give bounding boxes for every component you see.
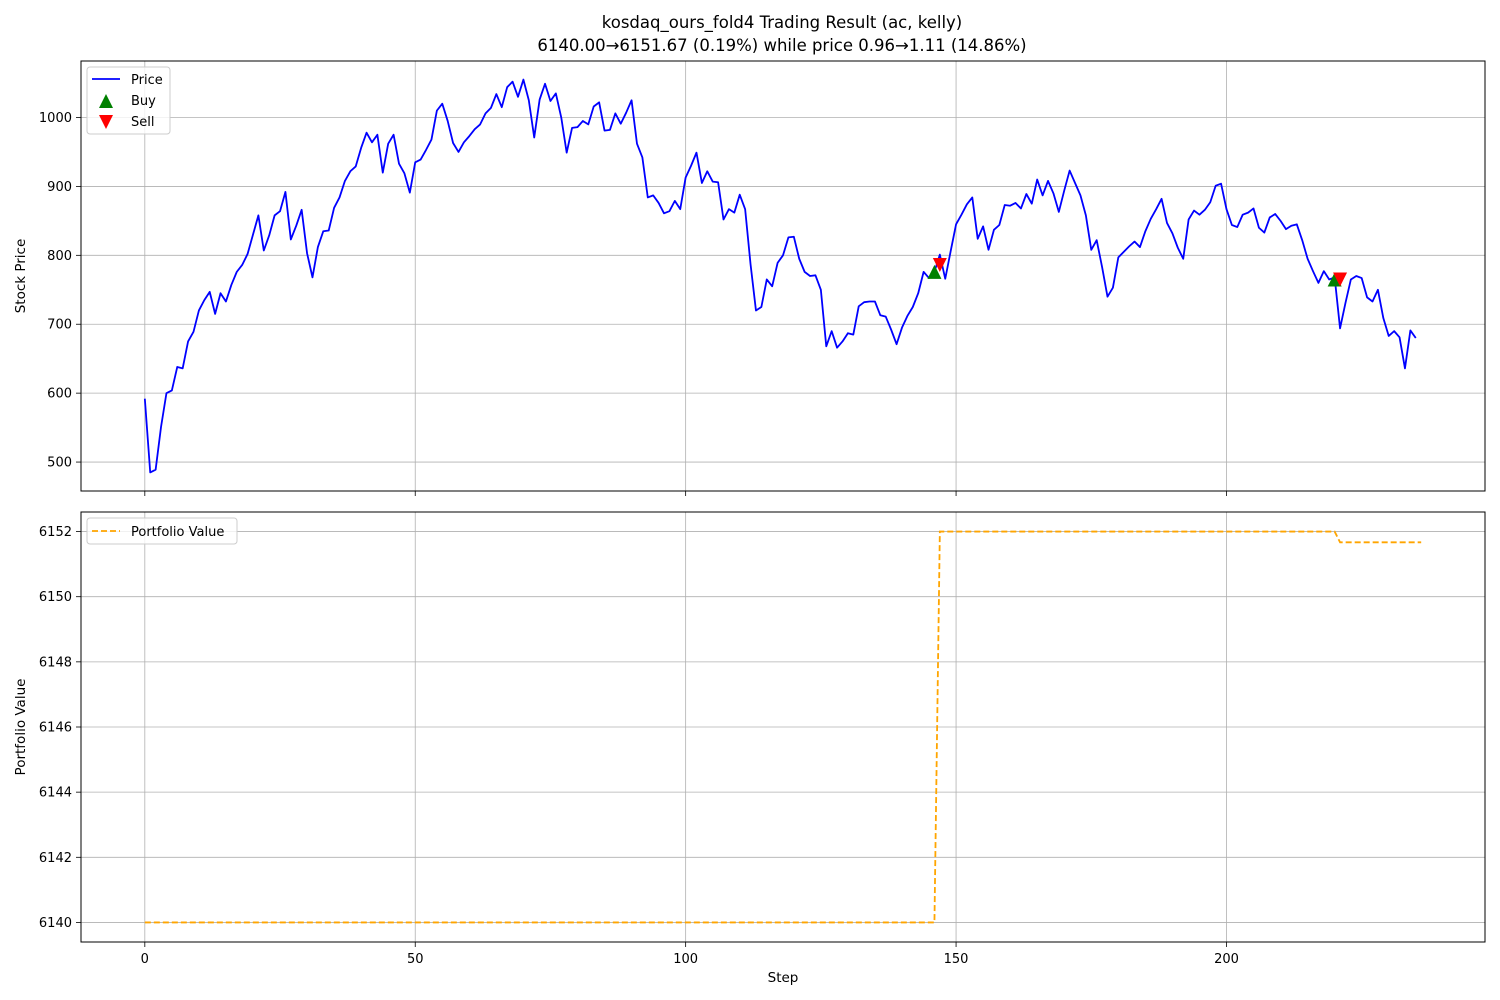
portfolio-panel: 0 50 100 150 200 6140 6142 6144 6146 6148 6150 615… <box>13 511 1486 986</box>
sell-marker <box>1333 272 1348 287</box>
y-tick-label: 6144 <box>39 786 72 801</box>
portfolio-panel-frame <box>80 511 1486 943</box>
price-panel: 500 600 700 800 900 1000 Stock Price Price Bu… <box>13 60 1486 496</box>
legend-buy-label: Buy <box>131 94 156 109</box>
x-tick-label: 100 <box>673 952 698 967</box>
y-tick-label: 6148 <box>39 655 72 670</box>
portfolio-y-axis-title: Portfolio Value <box>13 679 29 776</box>
portfolio-plot <box>144 530 1422 924</box>
portfolio-y-ticks: 6140 6142 6144 6146 6148 6150 6152 <box>39 525 81 931</box>
price-series-line <box>143 78 1417 474</box>
chart-subtitle: 6140.00→6151.67 (0.19%) while price 0.96… <box>537 36 1026 55</box>
price-y-ticks: 500 600 700 800 900 1000 <box>39 111 81 471</box>
y-tick-label: 6152 <box>39 525 72 540</box>
x-tick-label: 150 <box>944 952 969 967</box>
y-tick-label: 6142 <box>39 851 72 866</box>
buy-marker <box>1327 272 1342 287</box>
sell-marker <box>932 257 947 272</box>
y-tick-label: 500 <box>47 456 72 471</box>
portfolio-series-line <box>144 530 1422 924</box>
portfolio-legend: Portfolio Value <box>86 517 238 545</box>
price-y-axis-title: Stock Price <box>13 239 29 314</box>
x-tick-label: 50 <box>407 952 424 967</box>
portfolio-x-ticks: 0 50 100 150 200 <box>141 942 1239 967</box>
x-tick-label: 0 <box>141 952 149 967</box>
y-tick-label: 600 <box>47 387 72 402</box>
y-tick-label: 6146 <box>39 721 72 736</box>
legend-buy-marker <box>99 94 113 108</box>
y-tick-label: 800 <box>47 249 72 264</box>
y-tick-label: 700 <box>47 318 72 333</box>
y-tick-label: 900 <box>47 180 72 195</box>
y-tick-label: 6150 <box>39 590 72 605</box>
chart-title: kosdaq_ours_fold4 Trading Result (ac, ke… <box>602 13 962 33</box>
price-x-ticks <box>144 491 1227 496</box>
price-panel-frame <box>80 60 1486 492</box>
y-tick-label: 6140 <box>39 916 72 931</box>
buy-marker <box>927 264 942 279</box>
portfolio-grid <box>81 512 1485 942</box>
legend-portfolio-label: Portfolio Value <box>131 525 224 540</box>
legend-sell-marker <box>99 115 113 129</box>
legend-price-label: Price <box>131 73 163 88</box>
x-tick-label: 200 <box>1214 952 1239 967</box>
price-legend: Price Buy Sell <box>86 66 171 135</box>
x-axis-title: Step <box>768 970 799 986</box>
price-plot <box>143 78 1417 474</box>
legend-sell-label: Sell <box>131 115 154 130</box>
y-tick-label: 1000 <box>39 111 72 126</box>
portfolio-legend-box <box>86 517 238 545</box>
